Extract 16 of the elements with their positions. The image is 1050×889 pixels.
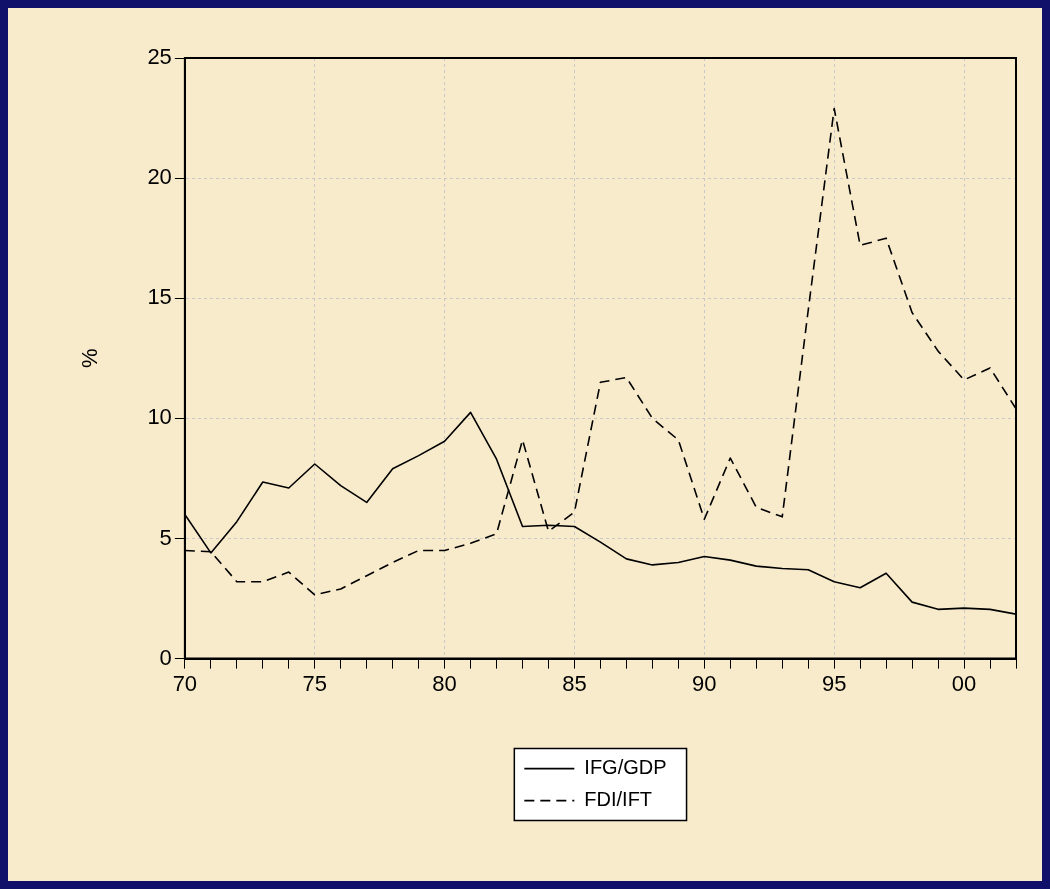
x-tick-label: 90 [692,670,717,696]
legend-label: IFG/GDP [584,756,667,779]
y-tick-label: 5 [159,524,172,550]
x-tick-label: 80 [432,670,457,696]
x-tick-label: 70 [172,670,198,696]
y-axis-title: % [77,348,103,369]
y-tick-label: 20 [147,164,172,190]
y-tick-label: 10 [147,404,172,430]
y-tick-label: 0 [159,644,172,670]
legend-label: FDI/IFT [584,788,653,811]
x-tick-label: 95 [821,670,847,696]
x-tick-label: 85 [562,670,587,696]
y-tick-label: 15 [147,284,172,310]
y-tick-label: 25 [147,44,172,70]
x-tick-label: 75 [302,670,327,696]
x-tick-label: 00 [951,670,977,696]
